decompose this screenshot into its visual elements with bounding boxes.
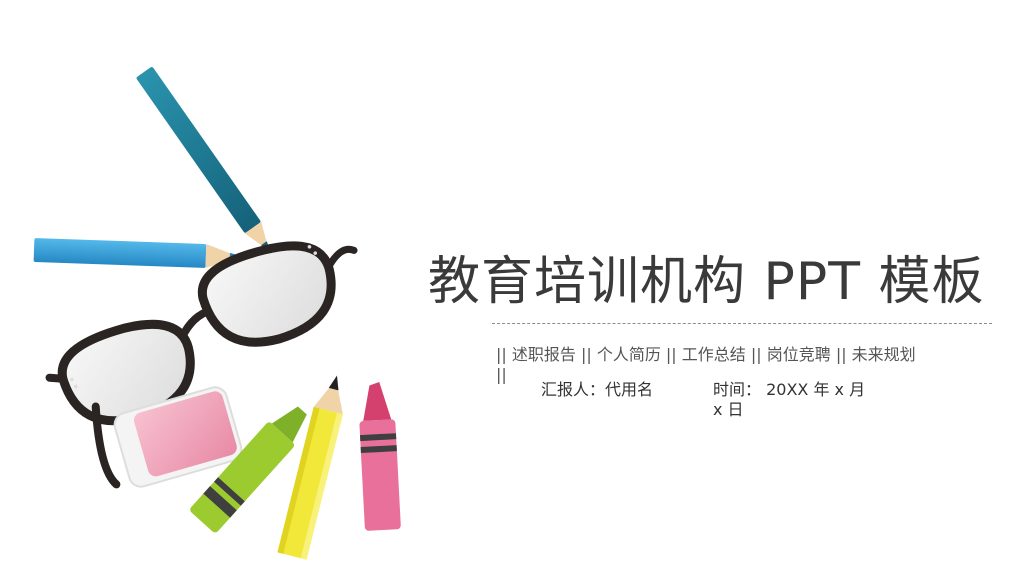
green-crayon-icon: [190, 406, 307, 533]
reporter-label: 汇报人：代用名: [541, 380, 654, 399]
slide-subtitle: || 述职报告 || 个人简历 || 工作总结 || 岗位竞聘 || 未来规划 …: [496, 345, 916, 384]
dashed-divider: [492, 323, 992, 324]
date-label: 时间： 20XX 年 x 月 x 日: [713, 380, 866, 419]
blue-pencil-icon: [33, 238, 246, 268]
yellow-pencil-icon: [277, 375, 343, 560]
teal-pencil-icon: [136, 67, 272, 254]
eraser-icon: [113, 386, 243, 488]
glasses-icon: [45, 241, 358, 489]
stationery-illustration: [33, 67, 401, 560]
pink-crayon-icon: [359, 381, 401, 531]
slide-title: 教育培训机构 PPT 模板: [428, 252, 985, 312]
